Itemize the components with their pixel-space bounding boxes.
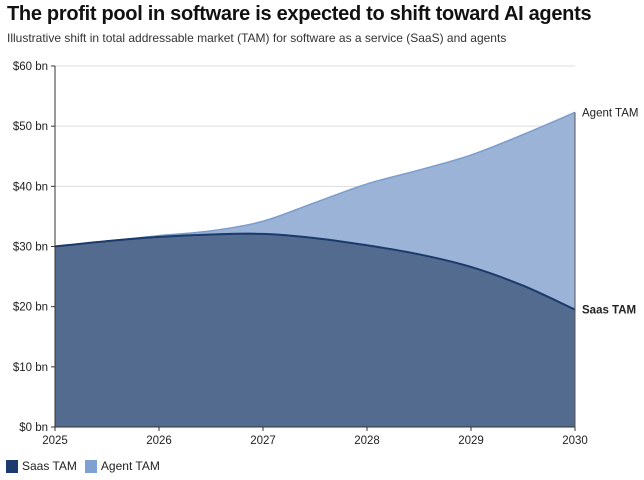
y-tick-label: $20 bn bbox=[13, 302, 48, 314]
series-label-saas: Saas TAM bbox=[582, 305, 636, 317]
legend-swatch-agent bbox=[84, 459, 97, 473]
area-saas bbox=[55, 233, 575, 427]
y-tick-label: $30 bn bbox=[13, 242, 48, 254]
x-tick-label: 2030 bbox=[562, 435, 588, 447]
chart-subtitle: Illustrative shift in total addressable … bbox=[7, 31, 507, 45]
x-tick-label: 2029 bbox=[458, 435, 484, 447]
x-tick-label: 2026 bbox=[146, 435, 172, 447]
series-label-agent: Agent TAM bbox=[582, 107, 638, 119]
legend-label-saas: Saas TAM bbox=[22, 459, 77, 473]
y-tick-label: $0 bn bbox=[19, 422, 48, 434]
y-tick-label: $60 bn bbox=[13, 61, 48, 73]
y-tick-label: $10 bn bbox=[13, 362, 48, 374]
y-tick-label: $50 bn bbox=[13, 121, 48, 133]
line-saas bbox=[54, 232, 576, 311]
y-tick-label: $40 bn bbox=[13, 181, 48, 193]
x-tick-label: 2028 bbox=[354, 435, 380, 447]
x-tick-label: 2025 bbox=[42, 435, 68, 447]
legend-swatch-saas bbox=[6, 459, 18, 473]
legend-label-agent: Agent TAM bbox=[100, 459, 160, 473]
chart-title: The profit pool in software is expected … bbox=[7, 3, 592, 25]
legend: Saas TAM Agent TAM bbox=[6, 459, 160, 473]
x-tick-label: 2027 bbox=[250, 435, 276, 447]
